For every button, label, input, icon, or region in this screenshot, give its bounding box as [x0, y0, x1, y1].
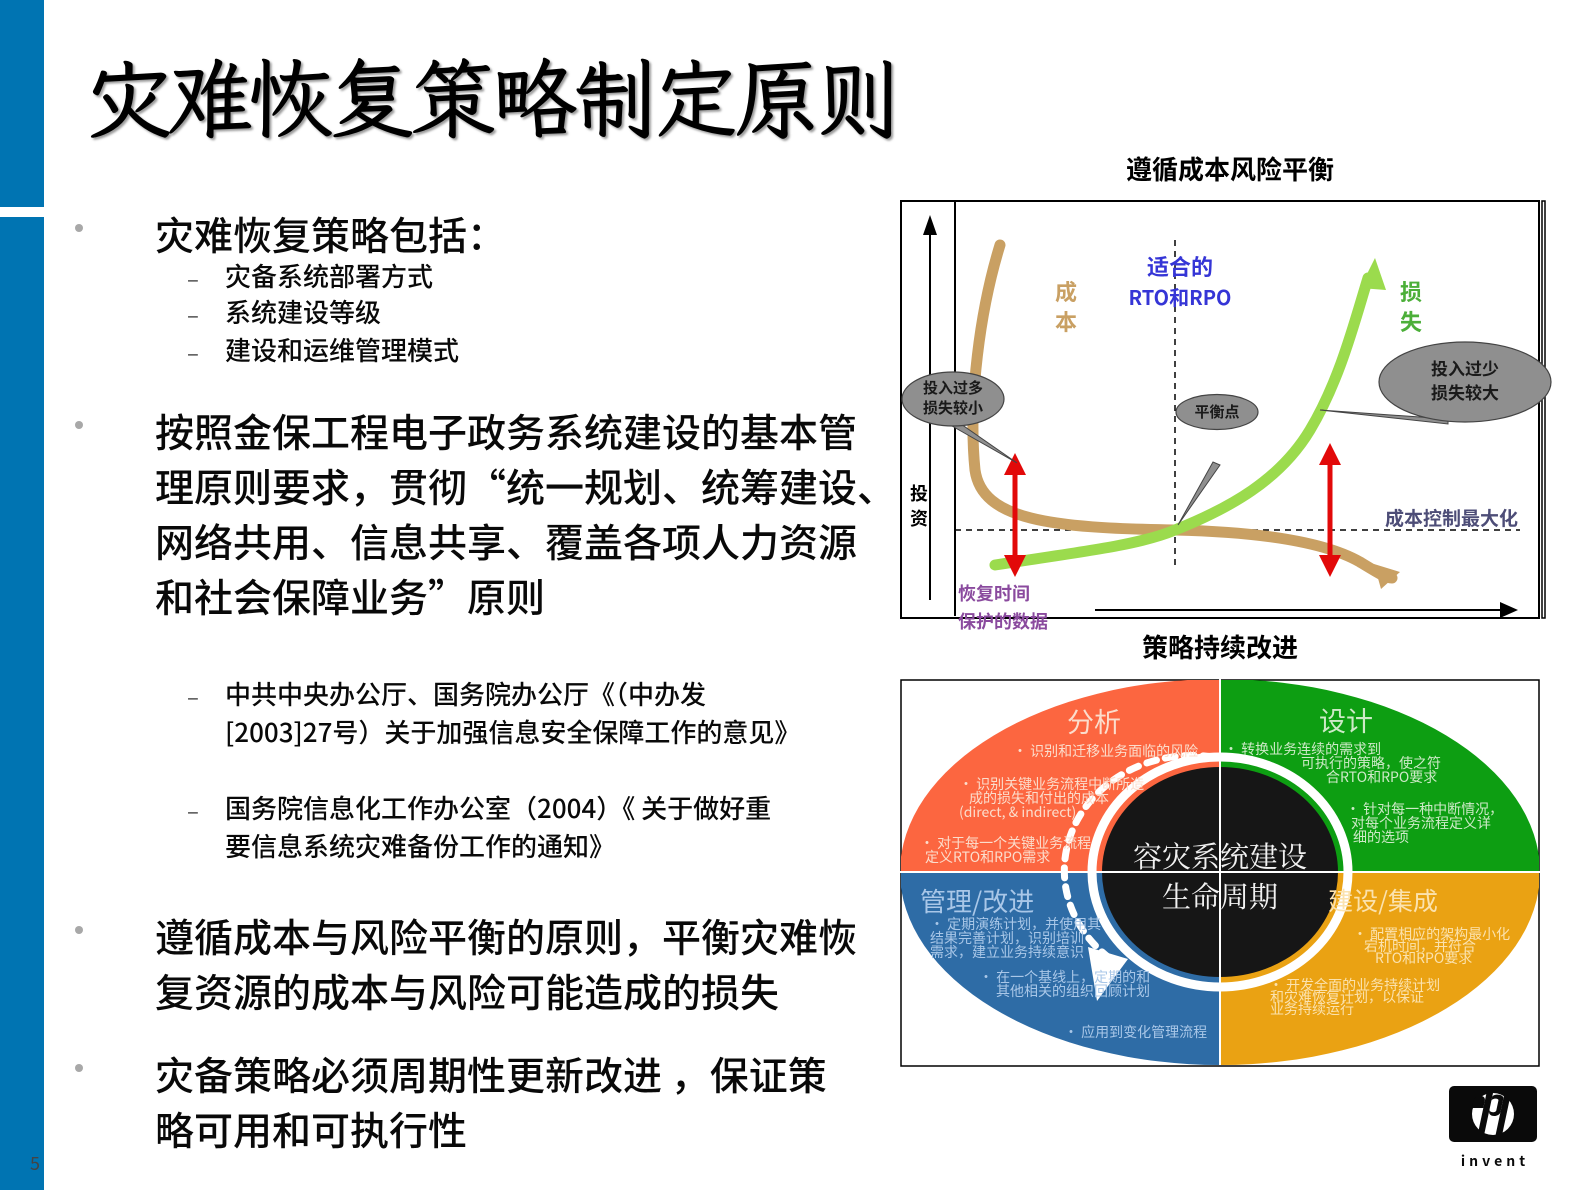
svg-text:适合的: 适合的 [1147, 250, 1213, 282]
svg-text:平衡点: 平衡点 [1194, 401, 1239, 422]
svg-text:• 识别和迁移业务面临的风险: • 识别和迁移业务面临的风险 [1013, 741, 1198, 761]
svg-text:损: 损 [1400, 275, 1422, 307]
svg-text:细的选项: 细的选项 [1353, 827, 1409, 847]
svg-text:合RTO和RPO要求: 合RTO和RPO要求 [1326, 767, 1437, 787]
svg-text:恢复时间: 恢复时间 [958, 580, 1030, 606]
svg-text:分析: 分析 [1067, 701, 1121, 740]
svg-text:失: 失 [1400, 305, 1422, 337]
svg-text:成本控制最大化: 成本控制最大化 [1385, 504, 1518, 531]
svg-text:RTO和RPO要求: RTO和RPO要求 [1375, 948, 1472, 968]
svg-text:资: 资 [910, 505, 928, 531]
svg-text:需求，建立业务持续意识: 需求，建立业务持续意识 [930, 942, 1084, 962]
svg-text:®: ® [1533, 1087, 1537, 1098]
svg-text:(direct, & indirect): (direct, & indirect) [959, 802, 1076, 822]
svg-text:RTO和RPO: RTO和RPO [1129, 282, 1232, 311]
svg-text:投入过少: 投入过少 [1431, 355, 1499, 380]
svg-text:业务持续运行: 业务持续运行 [1270, 999, 1354, 1019]
svg-text:本: 本 [1055, 305, 1077, 337]
svg-text:设计: 设计 [1319, 700, 1373, 739]
svg-text:• 应用到变化管理流程: • 应用到变化管理流程 [1064, 1022, 1207, 1042]
svg-text:定义RTO和RPO需求: 定义RTO和RPO需求 [925, 847, 1050, 867]
svg-text:建设/集成: 建设/集成 [1328, 882, 1438, 918]
svg-text:其他相关的组织回顾计划: 其他相关的组织回顾计划 [996, 981, 1150, 1001]
svg-text:保护的数据: 保护的数据 [958, 608, 1048, 634]
svg-text:投入过多: 投入过多 [923, 377, 983, 398]
svg-text:投: 投 [910, 480, 928, 506]
svg-text:损失较小: 损失较小 [923, 397, 983, 418]
svg-text:成: 成 [1055, 275, 1077, 307]
svg-text:损失较大: 损失较大 [1431, 379, 1499, 404]
